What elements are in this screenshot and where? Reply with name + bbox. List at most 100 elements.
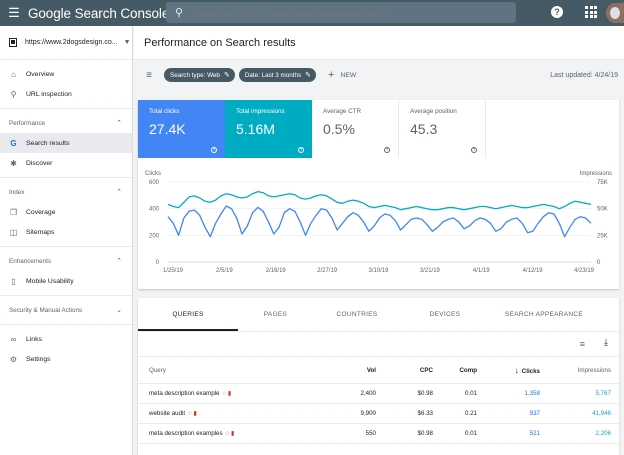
left-tick-label: 200 xyxy=(149,233,160,239)
asterisk-icon: ✱ xyxy=(10,158,17,168)
divider xyxy=(0,108,132,109)
url-inspect-search[interactable]: ⚲ xyxy=(166,2,516,23)
x-tick-label: 4/12/19 xyxy=(523,268,544,274)
home-icon: ⌂ xyxy=(11,69,16,79)
section-security[interactable]: Security & Manual Actions ⌄ xyxy=(9,306,122,315)
chevron-up-icon: ⌃ xyxy=(116,120,122,127)
right-tick-label: 0 xyxy=(597,260,601,266)
tab-countries[interactable]: COUNTRIES xyxy=(336,311,378,318)
metric-average-ctr[interactable]: Average CTR 0.5% ? xyxy=(312,100,399,158)
help-icon[interactable]: ? xyxy=(471,147,477,153)
section-performance[interactable]: Performance ⌃ xyxy=(9,119,122,128)
help-icon[interactable]: ? xyxy=(211,147,217,153)
x-tick-label: 2/5/19 xyxy=(216,268,233,274)
right-axis-title: Impressions xyxy=(580,171,612,177)
star-icon[interactable]: ☆ xyxy=(224,431,230,437)
col-clicks[interactable]: ↓ Clicks xyxy=(477,356,540,384)
sitemaps-icon: ◫ xyxy=(9,227,18,237)
divider xyxy=(0,177,132,178)
tab-pages[interactable]: PAGES xyxy=(263,311,288,318)
gear-icon: ⚙ xyxy=(9,354,18,364)
help-icon[interactable]: ? xyxy=(384,147,390,153)
table-header-row: Query Vol CPC Comp ↓ Clicks Impressions xyxy=(138,356,619,384)
x-tick-label: 3/10/19 xyxy=(368,268,389,274)
right-tick-label: 50K xyxy=(597,207,608,213)
hamburger-menu-icon[interactable]: ☰ xyxy=(8,5,20,20)
metric-total-clicks[interactable]: Total clicks 27.4K ? xyxy=(138,100,225,158)
search-type-chip[interactable]: Search type: Web ✎ xyxy=(164,68,235,82)
queries-table: Query Vol CPC Comp ↓ Clicks Impressions m… xyxy=(138,356,619,444)
filter-icon[interactable]: ≡ xyxy=(146,69,152,81)
sidebar-item-settings[interactable]: ⚙ Settings xyxy=(9,354,51,364)
url-inspect-input[interactable] xyxy=(192,7,492,18)
filter-bar: ≡ Search type: Web ✎ Date: Last 3 months… xyxy=(134,60,624,90)
section-enhancements[interactable]: Enhancements ⌃ xyxy=(9,257,122,266)
x-tick-label: 2/27/19 xyxy=(317,268,338,274)
right-tick-label: 25K xyxy=(597,233,608,239)
x-tick-label: 4/1/19 xyxy=(473,268,490,274)
sidebar-item-url-inspection[interactable]: ⚲ URL inspection xyxy=(10,89,72,99)
table-row[interactable]: website audit ☆▮ 9,900 $6.33 0.21 937 41,… xyxy=(138,403,619,424)
sidebar-item-mobile-usability[interactable]: ▯ Mobile Usability xyxy=(0,271,132,291)
left-tick-label: 600 xyxy=(149,180,160,186)
tab-queries[interactable]: QUERIES xyxy=(138,298,238,331)
tab-search-appearance[interactable]: SEARCH APPEARANCE xyxy=(504,311,584,318)
left-axis-title: Clicks xyxy=(145,171,161,177)
col-vol[interactable]: Vol xyxy=(336,356,376,384)
table-toolbar: ≡ ⤓ xyxy=(138,332,619,356)
app-brand[interactable]: Google Search Console xyxy=(28,5,170,21)
x-tick-label: 1/25/19 xyxy=(163,268,184,274)
google-g-icon: G xyxy=(10,138,17,148)
pencil-icon: ✎ xyxy=(223,72,230,79)
table-row[interactable]: meta description examples ☆▮ 550 $0.98 0.… xyxy=(138,423,619,444)
col-cpc[interactable]: CPC xyxy=(376,356,433,384)
download-icon[interactable]: ⤓ xyxy=(604,337,608,347)
tabs: QUERIES PAGES COUNTRIES DEVICES SEARCH A… xyxy=(138,298,619,332)
divider xyxy=(0,295,132,296)
sidebar-item-discover[interactable]: ✱ Discover xyxy=(10,158,53,168)
plus-icon: + xyxy=(328,69,335,81)
top-app-bar: ☰ Google Search Console ⚲ ? xyxy=(0,0,624,26)
star-icon[interactable]: ☆ xyxy=(187,411,193,417)
x-tick-label: 3/21/19 xyxy=(420,268,441,274)
property-selector[interactable]: https://www.2dogsdesign.co... ▼ xyxy=(0,26,132,60)
property-url: https://www.2dogsdesign.co... xyxy=(25,39,118,46)
sidebar-item-coverage[interactable]: ❐ Coverage xyxy=(9,207,56,217)
star-icon[interactable]: ☆ xyxy=(221,391,227,397)
col-query[interactable]: Query xyxy=(138,356,336,384)
performance-card: Total clicks 27.4K ? Total impressions 5… xyxy=(138,100,619,289)
table-row[interactable]: meta description example ☆▮ 2,400 $0.98 0… xyxy=(138,383,619,404)
impressions-series-line xyxy=(167,190,592,211)
sidebar-item-links[interactable]: ∞ Links xyxy=(10,334,42,344)
section-index[interactable]: Index ⌃ xyxy=(9,188,122,197)
x-tick-label: 4/23/19 xyxy=(574,268,595,274)
left-tick-label: 400 xyxy=(149,207,160,213)
property-icon xyxy=(9,38,17,47)
date-chip[interactable]: Date: Last 3 months ✎ xyxy=(238,68,317,82)
filter-rows-icon[interactable]: ≡ xyxy=(579,339,585,349)
col-impressions[interactable]: Impressions xyxy=(540,356,619,384)
avatar[interactable] xyxy=(606,3,624,23)
sidebar: https://www.2dogsdesign.co... ▼ ⌂ Overvi… xyxy=(0,26,133,455)
metric-average-position[interactable]: Average position 45.3 ? xyxy=(399,100,486,158)
tab-devices[interactable]: DEVICES xyxy=(429,311,461,318)
trash-icon[interactable]: ▮ xyxy=(227,391,232,397)
new-filter-button[interactable]: + NEW xyxy=(328,69,357,81)
metric-total-impressions[interactable]: Total impressions 5.16M ? xyxy=(225,100,312,158)
sidebar-item-search-results[interactable]: G Search results xyxy=(0,133,132,153)
queries-card: QUERIES PAGES COUNTRIES DEVICES SEARCH A… xyxy=(138,298,619,455)
trash-icon[interactable]: ▮ xyxy=(193,411,197,417)
sidebar-item-overview[interactable]: ⌂ Overview xyxy=(0,64,132,84)
col-comp[interactable]: Comp xyxy=(433,356,477,384)
help-icon[interactable]: ? xyxy=(298,147,304,153)
phone-icon: ▯ xyxy=(11,276,16,286)
last-updated: Last updated: 4/24/19 xyxy=(550,71,618,79)
links-icon: ∞ xyxy=(10,334,17,344)
clicks-series-line xyxy=(167,205,592,238)
trash-icon[interactable]: ▮ xyxy=(231,431,235,437)
sidebar-item-sitemaps[interactable]: ◫ Sitemaps xyxy=(9,227,55,237)
x-tick-label: 2/16/19 xyxy=(266,268,287,274)
apps-grid-icon[interactable] xyxy=(585,6,597,18)
help-icon[interactable]: ? xyxy=(551,6,563,18)
